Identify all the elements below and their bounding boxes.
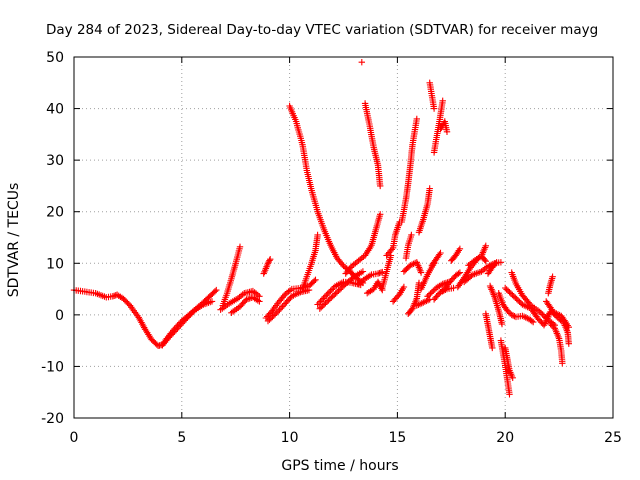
data-point-markers [355,268,386,288]
data-point-markers [486,282,506,328]
x-tick-label: 15 [388,430,406,446]
data-point-markers [437,118,451,135]
data-point-markers [361,100,384,190]
data-point-markers [465,242,489,269]
data-point-markers [299,231,321,293]
series-s40 [486,282,506,328]
y-tick-label: 20 [46,205,64,221]
series-s16 [355,268,386,288]
series-s21 [398,115,420,226]
data-point-markers [484,259,500,277]
x-tick-label: 25 [604,430,622,446]
data-point-markers [159,298,216,349]
series-s28 [426,79,438,112]
data-point-markers [217,287,263,313]
data-point-markers [358,59,365,66]
series-s04 [217,287,263,313]
series-s26 [415,185,433,236]
y-tick-label: 50 [46,50,64,66]
data-point-markers [439,269,464,295]
axis-ticks: 0 5 10 15 20 25 -20 -10 0 10 20 30 40 50 [41,50,622,446]
data-point-markers [389,283,408,305]
series-s09 [299,231,321,293]
x-axis-label: GPS time / hours [281,458,398,474]
series-s41 [482,310,496,352]
y-tick-label: 0 [55,308,64,324]
data-point-markers [415,185,433,236]
x-tick-label: 20 [496,430,514,446]
series-s34 [439,269,464,295]
data-marks [70,59,572,398]
series-s06 [260,256,274,277]
y-tick-label: -10 [41,359,64,375]
plot-frame [73,56,614,419]
series-s46 [502,284,552,329]
data-point-markers [398,115,420,226]
data-point-markers [402,231,415,262]
series-s35 [448,245,464,264]
data-point-markers [495,290,537,326]
data-point-markers [228,294,263,316]
series-s19 [383,218,403,259]
chart-title: Day 284 of 2023, Sidereal Day-to-day VTE… [46,22,598,38]
series-s15 [361,100,384,190]
y-tick-label: 30 [46,153,64,169]
data-point-markers [547,320,566,367]
x-tick-label: 5 [177,430,186,446]
series-s25 [413,296,433,309]
series-s18 [379,252,395,292]
series-s12 [316,268,367,312]
data-point-markers [545,273,556,297]
data-point-markers [502,344,516,381]
data-point-markers [264,286,313,325]
series-s13 [342,211,384,277]
y-tick-label: 10 [46,256,64,272]
series-s31 [428,249,444,269]
x-tick-label: 0 [70,430,79,446]
series-s22 [402,231,415,262]
x-tick-label: 10 [281,430,299,446]
series-s38 [465,242,489,269]
data-point-markers [502,284,552,329]
data-point-markers [413,296,433,309]
data-point-markers [316,268,367,312]
data-point-markers [428,249,444,269]
data-point-markers [400,259,425,276]
series-s49 [547,320,566,367]
data-point-markers [426,79,438,112]
y-tick-label: -20 [41,411,64,427]
series-s39 [484,259,500,277]
series-s02 [159,298,216,349]
data-point-markers [379,252,395,292]
series-s44 [495,290,537,326]
series-s05 [228,294,263,316]
data-point-markers [543,308,572,331]
series-s20 [389,283,408,305]
series-s23 [400,259,425,276]
data-point-markers [482,310,496,352]
series-s43 [502,344,516,381]
y-axis-label: SDTVAR / TECUs [6,183,22,298]
data-point-markers [383,218,403,259]
series-s08 [264,286,313,325]
data-point-markers [448,245,464,264]
y-tick-label: 40 [46,102,64,118]
data-point-markers [260,256,274,277]
series-s14 [358,59,365,66]
series-s47 [545,273,556,297]
data-point-markers [342,211,384,277]
series-s33 [437,118,451,135]
series-s50 [543,308,572,331]
